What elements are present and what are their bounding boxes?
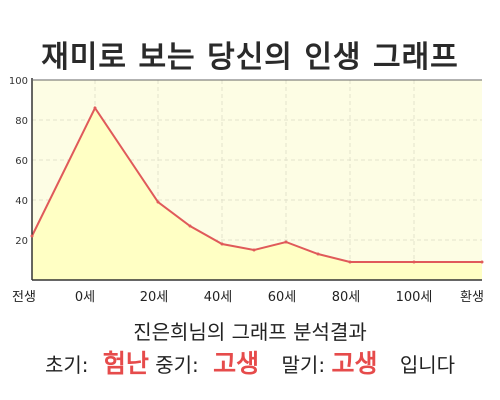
data-point — [188, 224, 192, 228]
axes — [31, 78, 482, 281]
data-point — [316, 252, 320, 256]
data-point — [93, 106, 97, 110]
mid-value: 고생 — [213, 349, 260, 378]
x-tick-label: 60세 — [268, 290, 297, 305]
y-tick-label: 100 — [9, 76, 28, 87]
x-tick-label: 40세 — [204, 290, 233, 305]
late-value: 고생 — [331, 349, 378, 378]
data-point — [30, 234, 34, 238]
x-tick-labels: 전생 0세 20세 40세 60세 80세 100세 환생 — [12, 290, 484, 305]
x-tick-label: 100세 — [396, 290, 433, 305]
y-tick-labels: 20 40 60 80 100 — [9, 76, 28, 247]
data-point — [156, 200, 160, 204]
ending-text: 입니다 — [399, 353, 456, 377]
x-tick-label: 전생 — [12, 290, 36, 305]
life-graph-chart: 20 40 60 80 100 전생 0세 20세 40세 60세 80세 100세 환생 — [9, 76, 484, 305]
x-tick-label: 80세 — [332, 290, 361, 305]
analysis-summary: 진은희님의 그래프 분석결과 — [133, 320, 367, 344]
late-label: 말기: — [281, 353, 326, 377]
early-label: 초기: — [44, 353, 89, 377]
chart-title: 재미로 보는 당신의 인생 그래프 — [41, 40, 459, 75]
y-tick-label: 80 — [15, 116, 28, 127]
data-point — [412, 260, 416, 264]
analysis-result: 초기: 험난 중기: 고생 말기: 고생 입니다 — [0, 344, 500, 380]
y-tick-label: 40 — [15, 196, 28, 207]
data-point — [348, 260, 352, 264]
data-point — [220, 242, 224, 246]
x-tick-label: 0세 — [75, 290, 95, 305]
area-fill — [32, 108, 482, 280]
early-value: 험난 — [102, 349, 149, 378]
y-tick-label: 60 — [15, 156, 28, 167]
x-tick-label: 20세 — [140, 290, 169, 305]
data-point — [480, 260, 484, 264]
y-tick-label: 20 — [15, 236, 28, 247]
mid-label: 중기: — [155, 353, 199, 377]
data-point — [252, 248, 256, 252]
data-point — [284, 240, 288, 244]
x-tick-label: 환생 — [460, 290, 484, 305]
